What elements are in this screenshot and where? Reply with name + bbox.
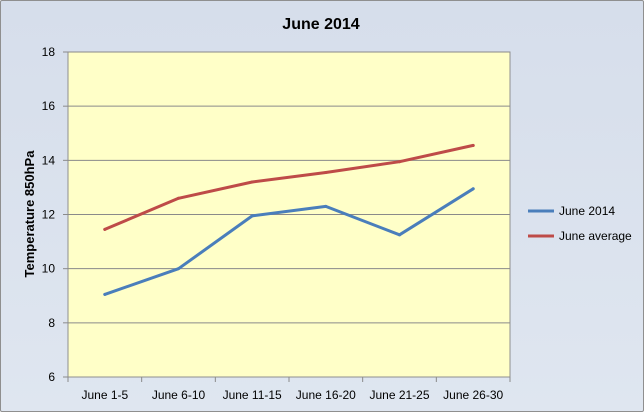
series-line — [103, 187, 475, 296]
data-point — [471, 187, 475, 191]
data-point — [250, 180, 254, 184]
x-tick-label: June 16-20 — [296, 388, 356, 402]
legend-item: June 2014 — [528, 204, 615, 218]
y-tick-label: 8 — [48, 316, 55, 330]
y-tick-label: 6 — [48, 370, 55, 384]
data-point — [324, 204, 328, 208]
x-axis-ticks: June 1-5 June 6-10 June 11-15 June 16-20 Jun… — [67, 377, 511, 402]
x-tick-label: June 1-5 — [81, 388, 128, 402]
data-point — [324, 171, 328, 175]
chart-title: June 2014 — [282, 16, 359, 33]
x-tick-label: June 21-25 — [369, 388, 429, 402]
y-tick-label: 14 — [42, 153, 56, 167]
data-point — [250, 214, 254, 218]
data-point — [103, 292, 107, 296]
legend: June 2014 June average — [528, 204, 632, 243]
y-axis-label: Temperature 850hPa — [22, 150, 37, 278]
x-tick-label: June 11-15 — [223, 388, 282, 402]
y-axis-ticks: 6 8 10 12 14 16 18 — [42, 45, 68, 384]
legend-label: June 2014 — [559, 204, 615, 218]
data-point — [398, 233, 401, 237]
x-tick-label: June 26-30 — [443, 388, 503, 402]
legend-item: June average — [528, 229, 632, 243]
data-point — [177, 267, 180, 271]
legend-label: June average — [559, 229, 632, 243]
y-tick-label: 16 — [42, 99, 56, 113]
y-tick-label: 10 — [42, 262, 56, 276]
series-line — [103, 143, 475, 231]
series-lines — [103, 143, 475, 296]
x-tick-label: June 6-10 — [152, 388, 206, 402]
data-point — [103, 227, 107, 231]
data-point — [398, 160, 401, 164]
data-point — [471, 143, 475, 147]
y-tick-label: 18 — [42, 45, 56, 59]
y-tick-label: 12 — [42, 208, 56, 222]
data-point — [177, 196, 180, 200]
